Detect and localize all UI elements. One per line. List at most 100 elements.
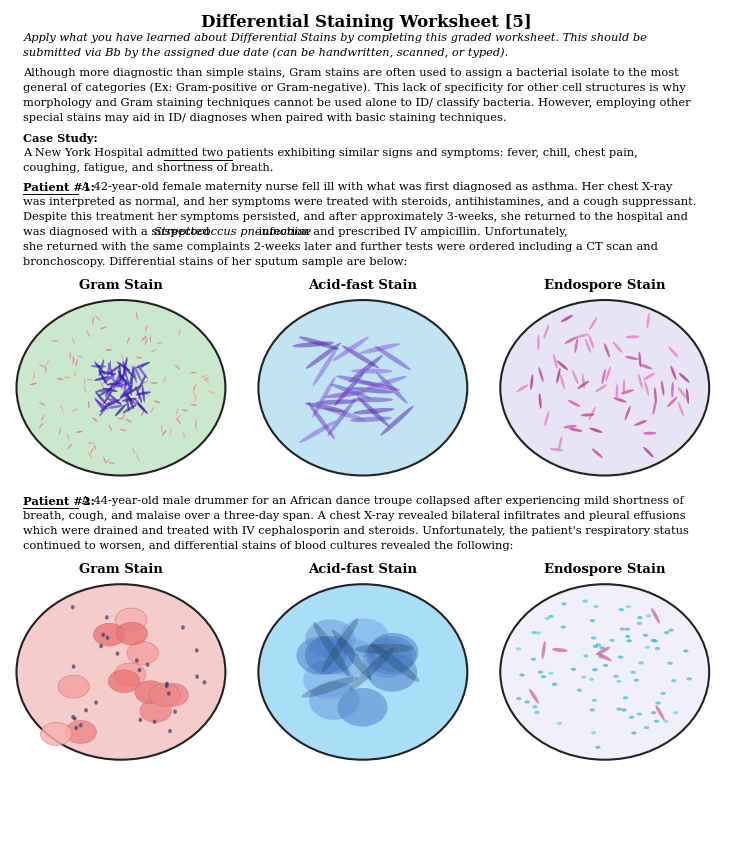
Ellipse shape <box>136 401 148 414</box>
Circle shape <box>135 658 139 663</box>
Ellipse shape <box>625 356 638 360</box>
Text: Streptococcus pneumoniae: Streptococcus pneumoniae <box>154 227 312 237</box>
Ellipse shape <box>84 387 86 394</box>
Ellipse shape <box>643 372 655 380</box>
Ellipse shape <box>552 648 567 652</box>
Ellipse shape <box>553 354 558 369</box>
Ellipse shape <box>596 643 601 646</box>
Ellipse shape <box>193 388 194 395</box>
Ellipse shape <box>195 419 196 427</box>
Ellipse shape <box>591 731 596 734</box>
Ellipse shape <box>299 420 336 443</box>
Circle shape <box>195 675 199 679</box>
Ellipse shape <box>106 399 121 407</box>
Text: she returned with the same complaints 2-weeks later and further tests were order: she returned with the same complaints 2-… <box>23 241 658 252</box>
Ellipse shape <box>561 603 567 605</box>
Text: Acid-fast Stain: Acid-fast Stain <box>309 562 417 576</box>
Ellipse shape <box>65 721 97 744</box>
Text: Patient #2:: Patient #2: <box>23 496 95 507</box>
Ellipse shape <box>137 366 148 379</box>
Ellipse shape <box>375 346 411 371</box>
Ellipse shape <box>130 377 133 395</box>
Ellipse shape <box>127 393 134 409</box>
Circle shape <box>165 681 169 686</box>
Ellipse shape <box>132 447 135 454</box>
Ellipse shape <box>191 372 197 373</box>
Ellipse shape <box>135 681 166 704</box>
Ellipse shape <box>138 375 146 391</box>
Ellipse shape <box>558 436 562 451</box>
Ellipse shape <box>618 656 623 658</box>
Ellipse shape <box>100 401 112 412</box>
Ellipse shape <box>86 330 90 337</box>
Ellipse shape <box>363 639 413 678</box>
Ellipse shape <box>124 366 136 378</box>
Ellipse shape <box>614 675 619 678</box>
Ellipse shape <box>651 608 660 623</box>
Ellipse shape <box>671 382 674 398</box>
Ellipse shape <box>108 669 140 693</box>
Ellipse shape <box>95 362 106 375</box>
Ellipse shape <box>182 409 188 411</box>
Text: Endospore Stain: Endospore Stain <box>544 278 666 292</box>
Ellipse shape <box>309 681 359 720</box>
Ellipse shape <box>548 672 553 675</box>
Ellipse shape <box>105 383 115 397</box>
Ellipse shape <box>331 383 370 399</box>
Ellipse shape <box>141 384 145 402</box>
Ellipse shape <box>539 393 542 409</box>
Ellipse shape <box>103 405 107 410</box>
Ellipse shape <box>678 387 687 399</box>
Ellipse shape <box>94 623 125 646</box>
Ellipse shape <box>623 696 628 699</box>
Ellipse shape <box>195 423 196 431</box>
Ellipse shape <box>626 605 631 609</box>
Ellipse shape <box>177 419 181 425</box>
Ellipse shape <box>121 354 124 361</box>
Ellipse shape <box>258 300 468 475</box>
Ellipse shape <box>572 370 578 384</box>
Ellipse shape <box>639 364 652 369</box>
Ellipse shape <box>325 391 366 398</box>
Ellipse shape <box>655 701 660 704</box>
Text: A 42-year-old female maternity nurse fell ill with what was first diagnosed as a: A 42-year-old female maternity nurse fel… <box>78 181 672 192</box>
Ellipse shape <box>631 732 637 734</box>
Ellipse shape <box>625 406 630 420</box>
Ellipse shape <box>87 442 94 443</box>
Ellipse shape <box>140 364 144 370</box>
Ellipse shape <box>592 669 597 671</box>
Text: special stains may aid in ID/ diagnoses when paired with basic staining techniqu: special stains may aid in ID/ diagnoses … <box>23 112 507 122</box>
Ellipse shape <box>102 388 117 392</box>
Ellipse shape <box>94 377 109 381</box>
Ellipse shape <box>371 644 419 682</box>
Ellipse shape <box>351 397 393 402</box>
Ellipse shape <box>332 629 372 681</box>
Ellipse shape <box>644 447 654 458</box>
Ellipse shape <box>543 324 549 339</box>
Ellipse shape <box>106 349 112 351</box>
Circle shape <box>94 700 98 704</box>
Text: Although more diagnostic than simple stains, Gram stains are often used to assig: Although more diagnostic than simple sta… <box>23 68 679 78</box>
Ellipse shape <box>178 329 180 336</box>
Ellipse shape <box>516 647 521 651</box>
Ellipse shape <box>545 617 550 620</box>
Ellipse shape <box>33 372 35 379</box>
Ellipse shape <box>108 425 112 431</box>
Circle shape <box>116 651 119 656</box>
Ellipse shape <box>122 412 125 419</box>
Ellipse shape <box>501 584 710 759</box>
Ellipse shape <box>98 388 113 396</box>
Ellipse shape <box>337 688 388 727</box>
Ellipse shape <box>537 335 539 350</box>
Ellipse shape <box>578 381 589 389</box>
Ellipse shape <box>531 631 537 634</box>
Ellipse shape <box>92 317 94 324</box>
Ellipse shape <box>145 324 147 331</box>
Ellipse shape <box>70 351 71 359</box>
Ellipse shape <box>686 677 692 681</box>
Ellipse shape <box>100 371 116 375</box>
Text: Case Study:: Case Study: <box>23 133 98 144</box>
Ellipse shape <box>589 428 603 433</box>
Circle shape <box>106 635 109 640</box>
Ellipse shape <box>292 342 334 348</box>
